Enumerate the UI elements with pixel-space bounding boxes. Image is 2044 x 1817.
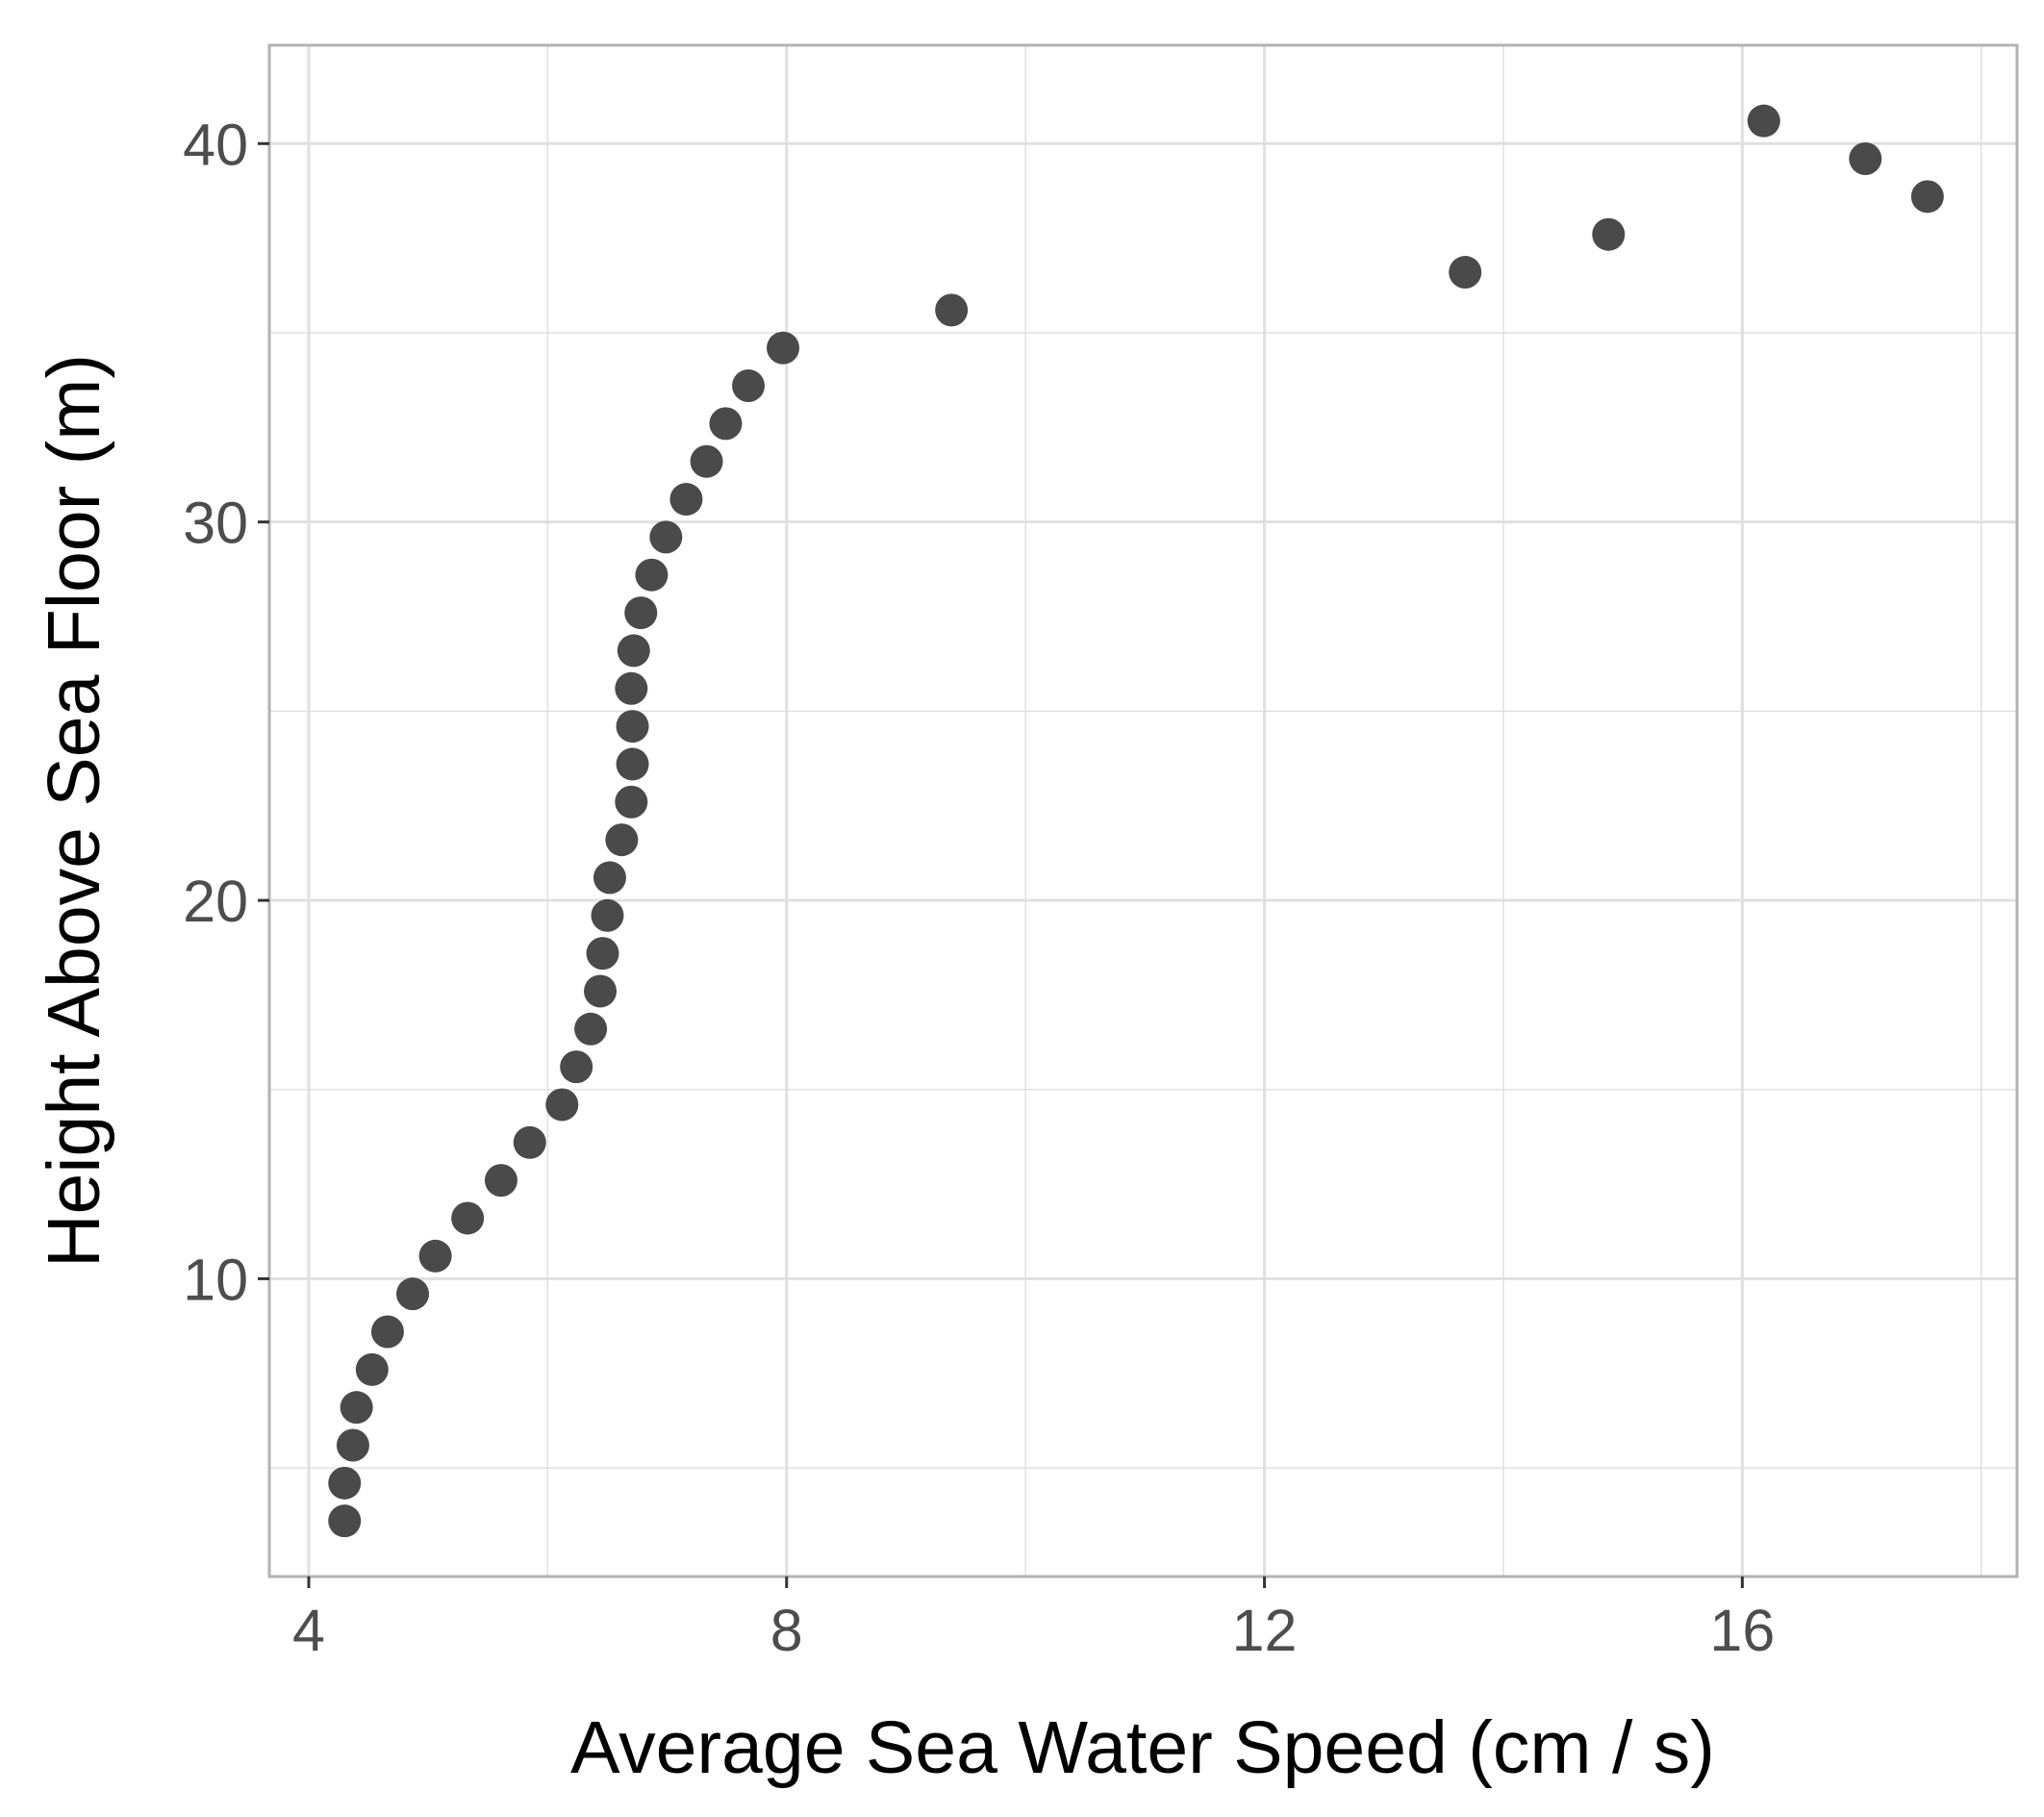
major-gridlines [269,45,2017,1577]
x-axis-ticks: 4 8 12 16 [292,1577,1775,1663]
data-point [732,369,766,403]
data-point [617,634,650,668]
x-axis-title: Average Sea Water Speed (cm / s) [570,1706,1715,1789]
plot-panel-border [267,43,2019,1578]
data-point [340,1391,373,1425]
data-point [370,1315,404,1349]
y-axis-ticks: 10 20 30 40 [183,112,269,1312]
data-point [328,1466,362,1500]
data-point [1747,104,1780,138]
data-point [616,710,649,744]
data-point [355,1352,389,1386]
data-points [328,104,1944,1538]
data-point [1910,180,1944,214]
data-point [767,331,800,365]
data-point [605,823,639,857]
data-point [669,483,703,517]
data-point [616,747,649,781]
data-point [336,1428,369,1462]
data-point [649,520,683,554]
data-point [709,407,743,441]
data-point [1592,217,1626,251]
data-point [396,1277,430,1311]
x-tick-label: 4 [292,1598,325,1663]
y-tick-label: 40 [183,112,248,177]
data-point [635,558,669,592]
data-point [574,1012,608,1046]
x-tick-label: 16 [1709,1598,1775,1663]
data-point [615,785,648,819]
data-point [418,1239,452,1273]
data-point [584,974,618,1008]
x-tick-label: 12 [1232,1598,1298,1663]
data-point [591,898,624,932]
y-tick-label: 20 [183,869,248,934]
data-point [1449,256,1482,290]
data-point [593,861,626,895]
data-point [690,444,723,478]
y-tick-label: 10 [183,1247,248,1312]
data-point [560,1050,593,1084]
plot-panel-background [269,45,2017,1577]
data-point [484,1164,517,1198]
data-point [328,1504,362,1538]
data-point [513,1125,546,1159]
data-point [615,671,648,705]
data-point [586,937,619,971]
y-axis-title: Height Above Sea Floor (m) [33,354,115,1268]
data-point [1849,142,1882,176]
data-point [451,1201,485,1235]
data-point [624,596,658,630]
data-point [545,1088,579,1122]
y-tick-label: 30 [183,491,248,556]
x-tick-label: 8 [770,1598,803,1663]
data-point [935,293,969,327]
